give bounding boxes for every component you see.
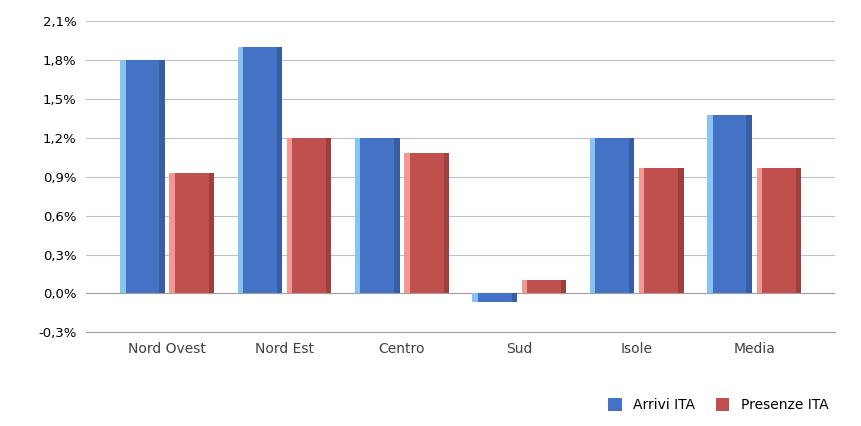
Bar xyxy=(170,173,214,294)
Bar xyxy=(121,60,126,294)
Bar xyxy=(473,294,517,302)
Bar xyxy=(707,115,713,294)
Bar xyxy=(522,280,567,294)
Bar xyxy=(170,173,175,294)
Bar xyxy=(443,153,449,294)
Bar xyxy=(277,47,282,294)
Bar xyxy=(394,138,400,294)
Bar xyxy=(121,60,164,294)
Bar xyxy=(590,138,595,294)
Bar xyxy=(746,115,752,294)
Bar xyxy=(159,60,164,294)
Bar xyxy=(208,173,214,294)
Bar xyxy=(238,47,282,294)
Bar xyxy=(473,294,478,302)
Bar xyxy=(287,138,331,294)
Bar xyxy=(287,138,292,294)
Bar xyxy=(561,280,567,294)
Bar xyxy=(639,168,684,294)
Bar xyxy=(405,153,410,294)
Bar xyxy=(639,168,644,294)
Bar xyxy=(678,168,684,294)
Bar xyxy=(522,280,527,294)
Bar xyxy=(355,138,400,294)
Bar xyxy=(590,138,635,294)
Bar xyxy=(326,138,331,294)
Bar xyxy=(238,47,243,294)
Bar xyxy=(405,153,449,294)
Bar xyxy=(707,115,752,294)
Bar xyxy=(796,168,801,294)
Bar xyxy=(511,294,517,302)
Bar xyxy=(355,138,360,294)
Bar xyxy=(757,168,762,294)
Bar xyxy=(629,138,635,294)
Legend: Arrivi ITA, Presenze ITA: Arrivi ITA, Presenze ITA xyxy=(608,398,828,412)
Bar xyxy=(757,168,801,294)
